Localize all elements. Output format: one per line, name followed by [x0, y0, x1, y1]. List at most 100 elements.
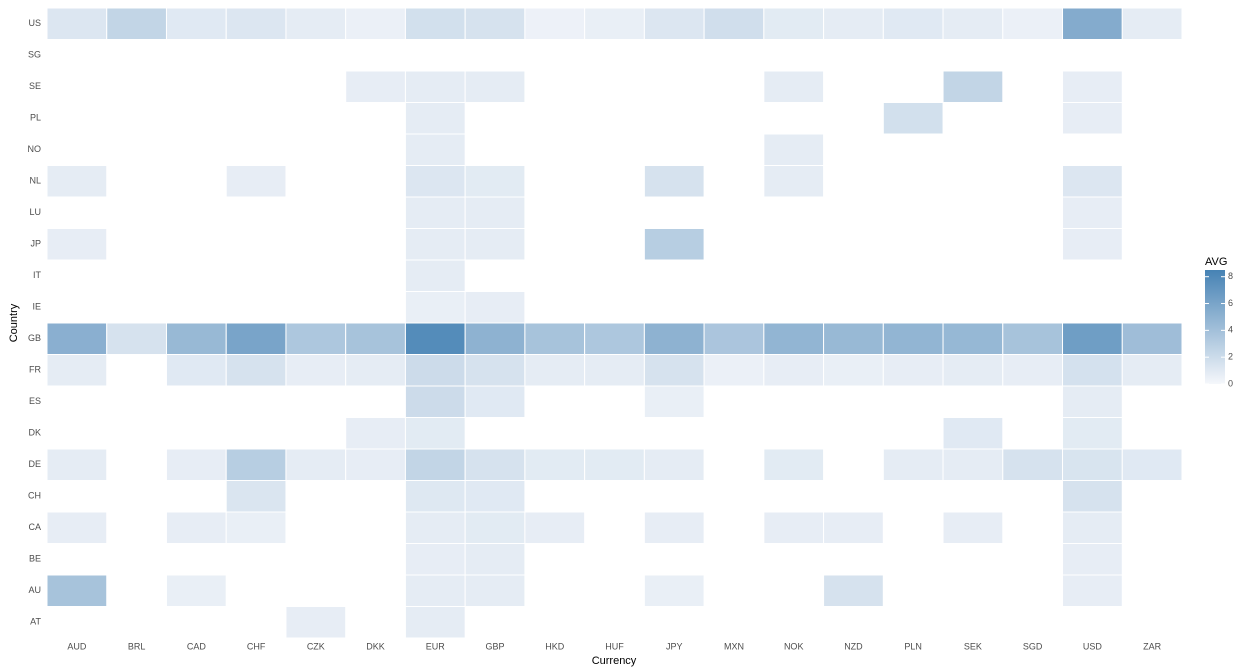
heat-cell	[524, 448, 586, 481]
heat-cell	[643, 448, 705, 481]
x-tick-label: ZAR	[1143, 641, 1162, 651]
y-tick-label: NO	[28, 144, 42, 154]
heat-cell	[942, 417, 1004, 450]
heat-cell	[464, 574, 526, 607]
heat-cell	[1062, 102, 1123, 135]
y-tick-label: CA	[28, 522, 41, 532]
heat-cell	[643, 322, 705, 355]
heat-cell	[584, 322, 645, 355]
heat-cell	[404, 196, 466, 229]
heat-cell	[524, 354, 586, 387]
heat-cell	[643, 165, 705, 198]
heat-cell	[225, 448, 287, 481]
heat-cell	[1062, 448, 1123, 481]
heat-cell	[285, 448, 347, 481]
heat-cell	[703, 322, 765, 355]
heat-cell	[1062, 322, 1123, 355]
y-tick-label: IT	[33, 270, 42, 280]
heat-cell	[1121, 448, 1183, 481]
heat-cell	[584, 7, 645, 40]
heat-cell	[404, 102, 466, 135]
heat-cell	[1062, 417, 1123, 450]
heat-cell	[165, 574, 227, 607]
heat-cell	[942, 7, 1004, 40]
heat-cell	[1062, 511, 1123, 544]
heat-cell	[404, 322, 466, 355]
heat-cell	[345, 322, 406, 355]
heat-cell	[1002, 7, 1064, 40]
heat-cell	[942, 448, 1004, 481]
x-tick-label: CHF	[247, 641, 266, 651]
heat-cell	[1002, 322, 1064, 355]
y-tick-label: SE	[29, 81, 41, 91]
colorbar-tick-label: 0	[1228, 378, 1233, 388]
heat-cell	[225, 7, 287, 40]
heat-cell	[464, 165, 526, 198]
heat-cell	[46, 574, 108, 607]
heat-cell	[763, 448, 825, 481]
heat-cell	[464, 543, 526, 576]
heat-cell	[106, 7, 167, 40]
heat-cell	[703, 7, 765, 40]
heat-cell	[942, 70, 1004, 103]
heat-cell	[1062, 228, 1123, 261]
heat-cell	[763, 322, 825, 355]
heat-cell	[464, 7, 526, 40]
heat-cell	[46, 228, 108, 261]
x-tick-label: SGD	[1023, 641, 1043, 651]
heat-cell	[1002, 448, 1064, 481]
heat-cell	[404, 574, 466, 607]
heat-cell	[1062, 574, 1123, 607]
heat-cell	[882, 448, 944, 481]
y-tick-label: DE	[28, 459, 41, 469]
y-tick-label: JP	[30, 239, 41, 249]
colorbar-title: AVG	[1205, 256, 1227, 268]
heat-cell	[345, 70, 406, 103]
y-tick-label: AU	[28, 585, 41, 595]
heat-cell	[1062, 70, 1123, 103]
x-tick-label: EUR	[426, 641, 446, 651]
heat-cell	[1121, 322, 1183, 355]
heat-cell	[823, 574, 884, 607]
y-tick-label: PL	[30, 113, 41, 123]
x-tick-label: CAD	[187, 641, 207, 651]
heat-cell	[404, 480, 466, 513]
x-tick-label: HKD	[545, 641, 565, 651]
heat-cell	[882, 7, 944, 40]
heat-cell	[46, 354, 108, 387]
heat-cell	[225, 354, 287, 387]
heat-cell	[882, 354, 944, 387]
heat-cell	[165, 7, 227, 40]
x-tick-label: AUD	[67, 641, 87, 651]
x-tick-label: BRL	[128, 641, 146, 651]
heat-cell	[225, 480, 287, 513]
x-tick-label: JPY	[666, 641, 683, 651]
heat-cell	[464, 70, 526, 103]
colorbar-tick-label: 6	[1228, 298, 1233, 308]
heat-cell	[464, 196, 526, 229]
heat-cell	[524, 7, 586, 40]
heat-cell	[1121, 354, 1183, 387]
x-tick-label: SEK	[964, 641, 982, 651]
y-tick-label: US	[28, 18, 41, 28]
heat-cell	[404, 543, 466, 576]
heat-cell	[165, 511, 227, 544]
heat-cell	[823, 354, 884, 387]
heat-cell	[1062, 196, 1123, 229]
heat-cell	[404, 417, 466, 450]
heat-cell	[763, 165, 825, 198]
heat-cell	[464, 322, 526, 355]
heat-cell	[643, 511, 705, 544]
heat-cell	[404, 165, 466, 198]
x-tick-label: DKK	[366, 641, 385, 651]
colorbar-tick-label: 2	[1228, 352, 1233, 362]
y-tick-label: DK	[28, 428, 41, 438]
heat-cell	[763, 7, 825, 40]
heat-cell	[225, 322, 287, 355]
heat-cell	[345, 448, 406, 481]
heat-cell	[1062, 543, 1123, 576]
heat-cell	[464, 511, 526, 544]
heat-cell	[643, 574, 705, 607]
heat-cell	[285, 322, 347, 355]
heat-cell	[524, 322, 586, 355]
